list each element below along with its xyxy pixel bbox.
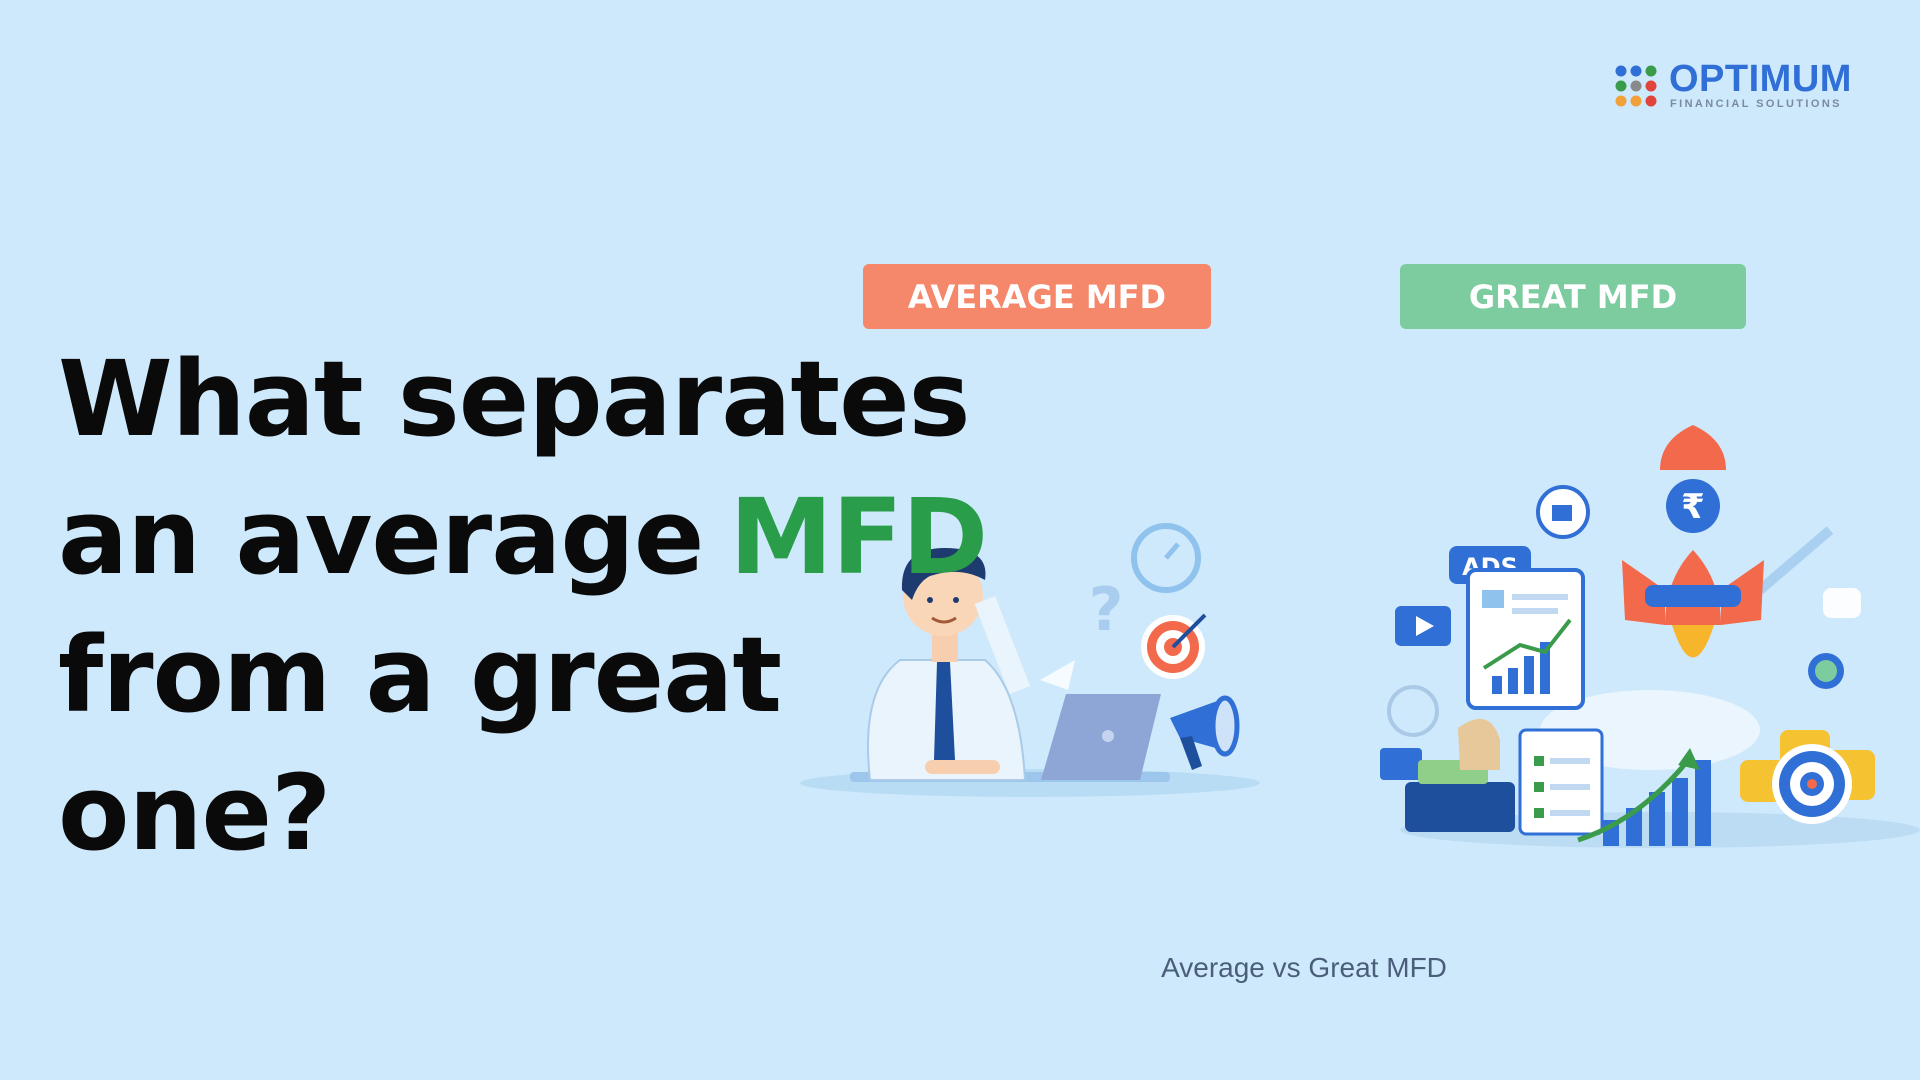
great-label: GREAT MFD: [1400, 264, 1746, 329]
logo-mark: [1615, 65, 1657, 107]
average-label: AVERAGE MFD: [863, 264, 1211, 329]
heading-line: What separates: [58, 338, 971, 460]
great-illustration: ₹ ADS: [1380, 425, 1920, 848]
logo-tagline: FINANCIAL SOLUTIONS: [1670, 98, 1842, 110]
heading-highlight: MFD: [729, 476, 988, 598]
average-illustration: ?: [800, 523, 1260, 797]
heading-line: an average MFD: [58, 468, 988, 606]
heading-line: from a great: [58, 614, 782, 736]
question-mark: ?: [1089, 575, 1124, 645]
heading-line: one?: [58, 752, 331, 874]
heading-text: an average: [58, 476, 704, 598]
heading: What separates an average MFD from a grea…: [58, 330, 988, 882]
rupee-icon: ₹: [1681, 487, 1705, 527]
logo-name: OPTIMUM: [1669, 58, 1852, 100]
caption: Average vs Great MFD: [1161, 952, 1447, 983]
